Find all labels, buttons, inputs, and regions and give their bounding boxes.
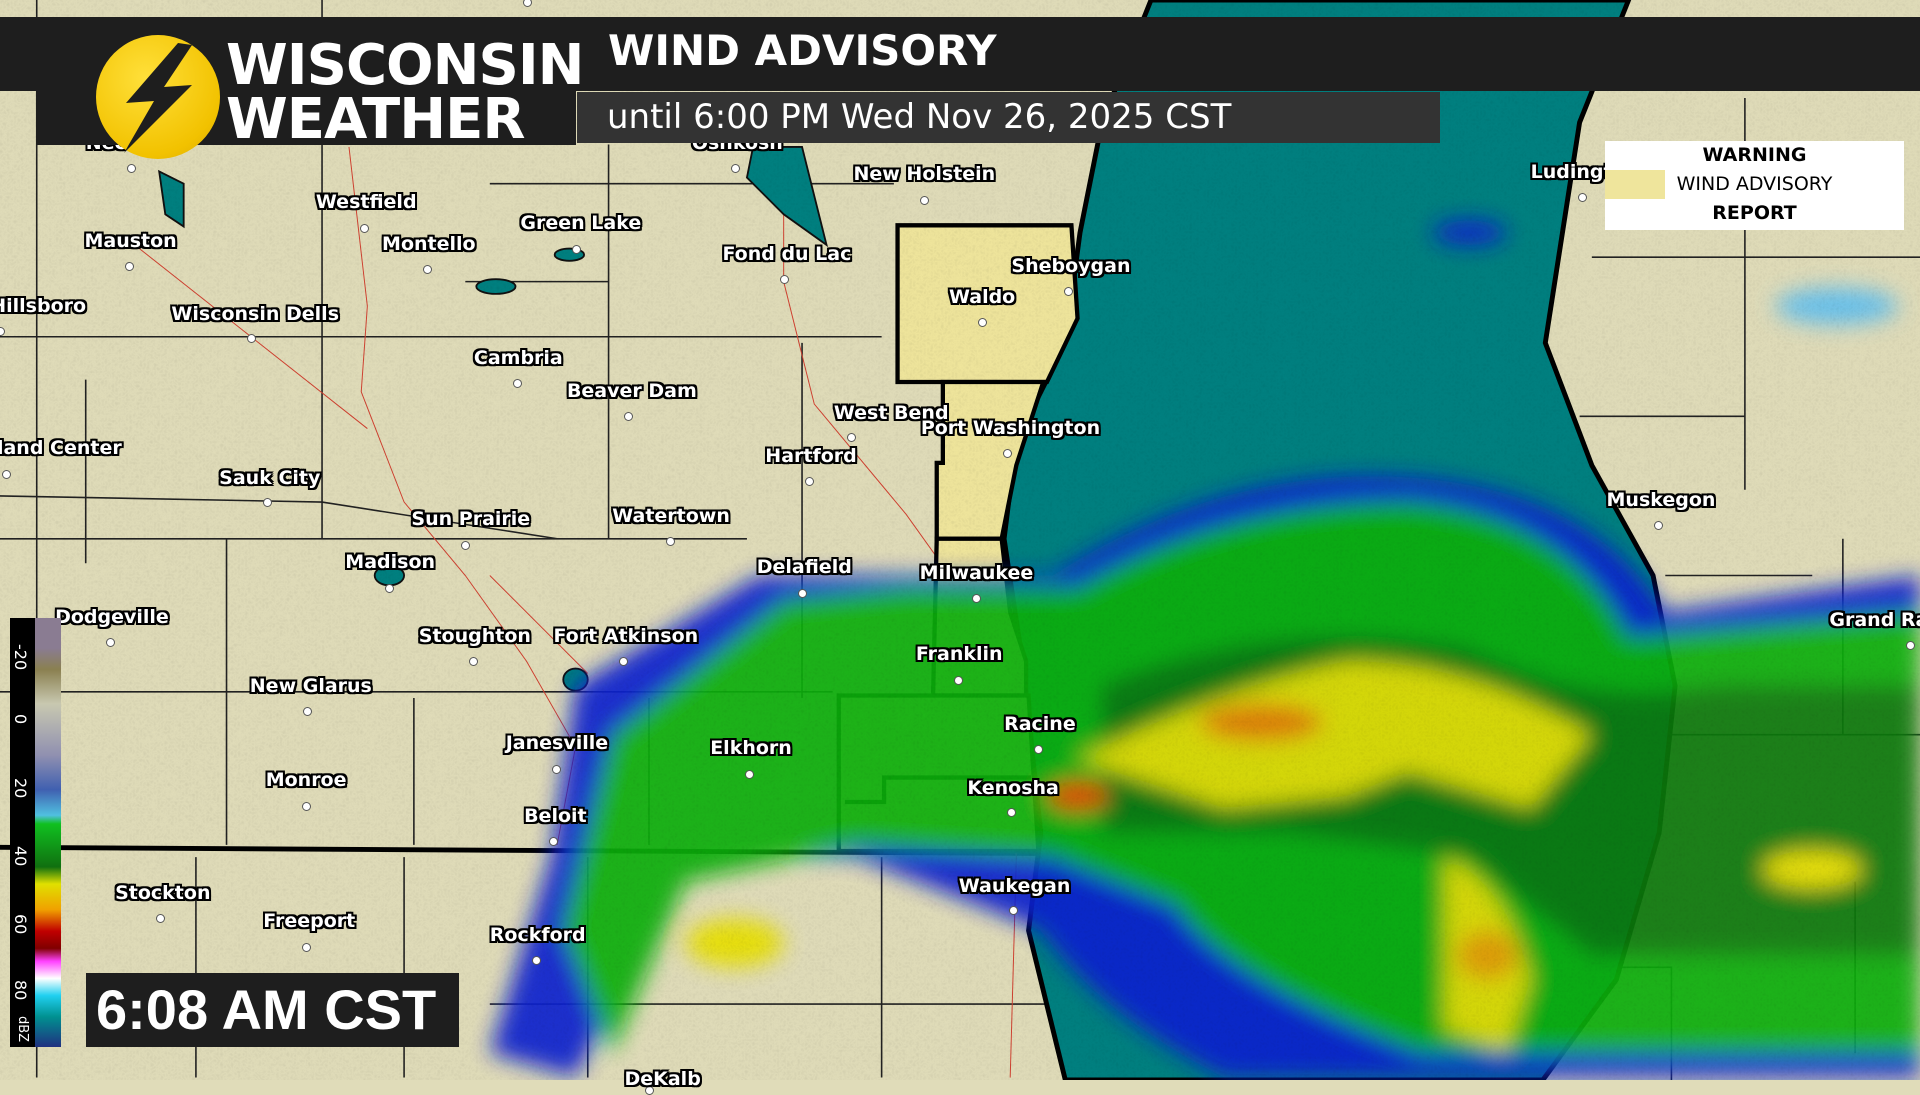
city-label: Richland Center [0,437,122,459]
scale-tick: 20 [11,778,30,798]
scale-tick: 60 [11,914,30,934]
city-label: Delafield [757,556,852,578]
city-label: Fond du Lac [722,243,851,265]
city-marker [552,765,561,774]
scale-gradient [35,618,61,1047]
city-label: Muskegon [1607,489,1716,511]
city-label: Monroe [266,769,347,791]
city-label: Sauk City [219,467,320,489]
city-label: Green Lake [520,212,641,234]
brand-line2: WEATHER [226,93,584,147]
city-label: Elkhorn [710,737,792,759]
city-marker [954,676,963,685]
legend-item-wind-advisory: WIND ADVISORY [1605,170,1904,199]
city-label: Montello [382,233,476,255]
city-marker [469,657,478,666]
city-label: Sheboygan [1011,255,1130,277]
city-marker [1009,906,1018,915]
legend-header: WARNING [1605,141,1904,170]
scale-tick: 80 [11,980,30,1000]
city-label: Watertown [612,505,730,527]
city-label: Franklin [916,643,1003,665]
scale-tick: 40 [11,846,30,866]
legend: WARNING WIND ADVISORY REPORT [1605,141,1904,230]
alert-subtitle-box: until 6:00 PM Wed Nov 26, 2025 CST [577,92,1440,143]
city-label: Hartford [765,445,856,467]
city-marker [513,379,522,388]
city-marker [247,334,256,343]
city-label: Wisconsin Dells [171,303,339,325]
city-label: Hillsboro [0,295,86,317]
city-marker [798,589,807,598]
city-label: Racine [1004,713,1076,735]
alert-title: WIND ADVISORY [608,26,997,75]
city-label: Mauston [84,230,176,252]
city-marker [731,164,740,173]
scale-unit: dBZ [15,1016,30,1042]
city-label: Fort Atkinson [553,625,698,647]
city-label: Stoughton [419,625,531,647]
city-marker [572,245,581,254]
city-marker [972,594,981,603]
scale-tick: 0 [11,714,30,724]
city-label: Grand Rapids [1829,609,1920,631]
city-label: Sun Prairie [411,508,530,530]
city-label: Stockton [115,882,210,904]
city-marker [780,275,789,284]
reflectivity-scale: -20 0 20 40 60 80 dBZ [10,618,61,1047]
timestamp: 6:08 AM CST [96,977,436,1042]
city-label: Beloit [524,805,587,827]
scale-tick: -20 [11,644,30,670]
alert-expiration: until 6:00 PM Wed Nov 26, 2025 CST [607,97,1231,137]
legend-footer: REPORT [1605,199,1904,228]
city-label: Freeport [263,910,355,932]
city-marker [302,802,311,811]
city-label: Cambria [474,347,563,369]
city-marker [263,498,272,507]
city-label: Beaver Dam [567,380,697,402]
city-label: Waukegan [959,875,1071,897]
city-marker [125,262,134,271]
city-marker [1003,449,1012,458]
city-label: Kenosha [967,777,1059,799]
city-label: Westfield [316,191,417,213]
city-marker [302,943,311,952]
city-marker [360,224,369,233]
city-label: New Glarus [250,675,372,697]
city-label: Dodgeville [55,606,169,628]
city-marker [666,537,675,546]
city-label: Madison [345,551,435,573]
city-label: DeKalb [624,1068,700,1090]
city-marker [106,638,115,647]
city-label: Port Washington [921,417,1100,439]
city-label: Rockford [490,924,586,946]
brand-line1: WISCONSIN [226,39,584,93]
city-marker [127,164,136,173]
city-label: Janesville [506,732,608,754]
city-label: Milwaukee [920,562,1034,584]
city-marker [978,318,987,327]
city-label: Waldo [949,286,1015,308]
timestamp-box: 6:08 AM CST [86,973,459,1047]
city-marker [2,470,11,479]
lightning-bolt-icon [96,35,220,159]
city-label: New Holstein [853,163,995,185]
